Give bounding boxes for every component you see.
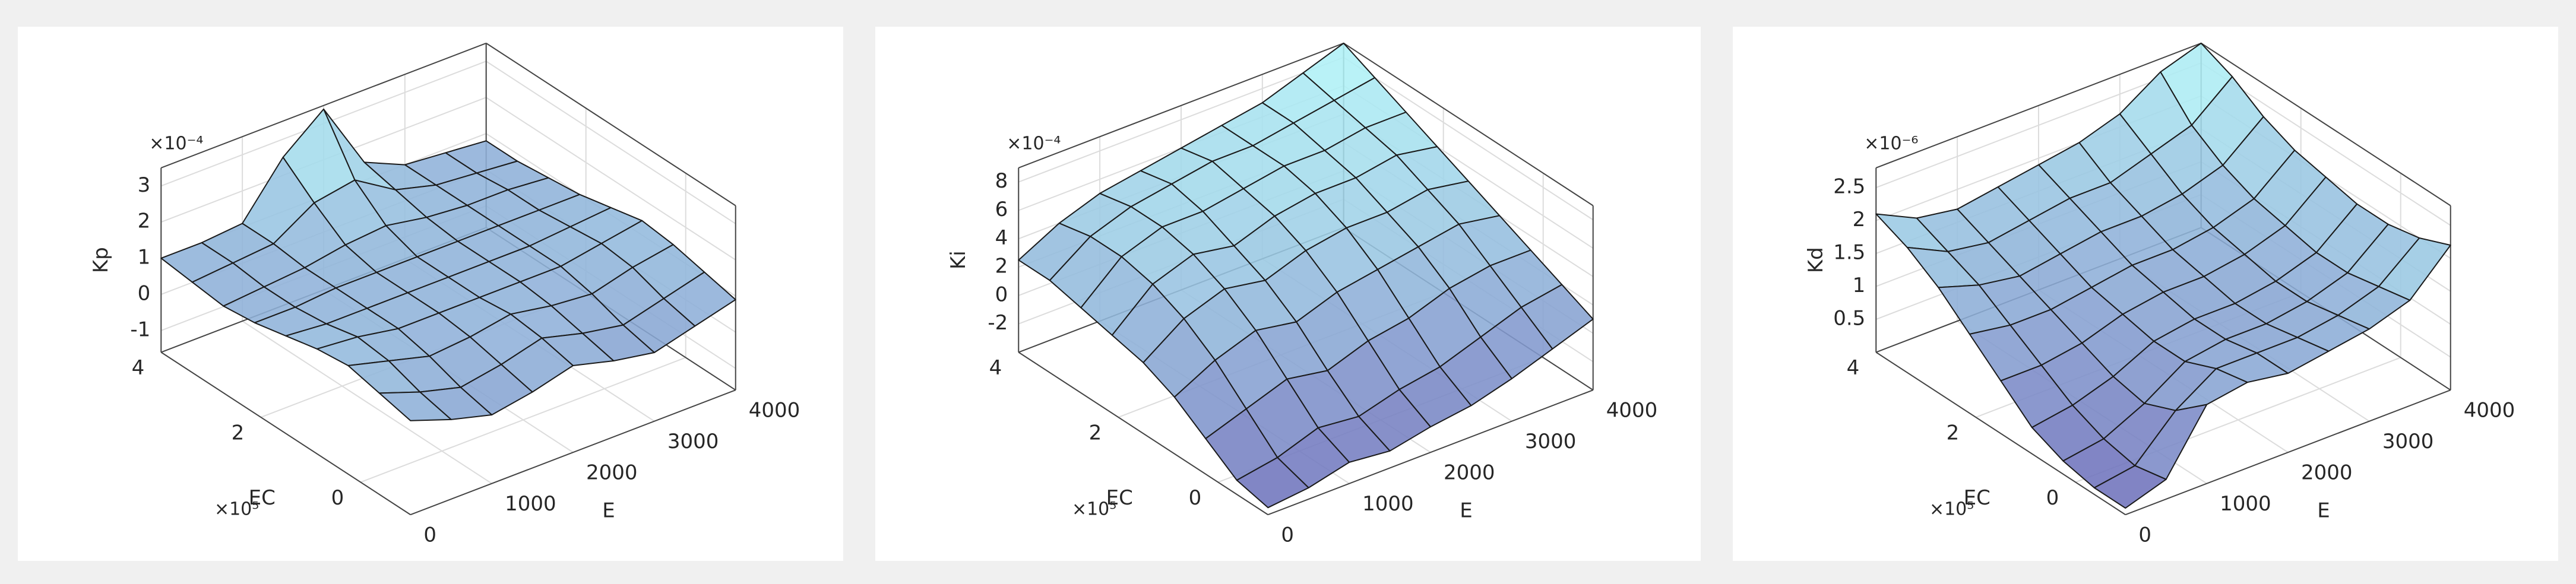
x-tick-label: 0 <box>2138 523 2151 547</box>
axis-edge <box>486 42 736 207</box>
z-tick-label: 3 <box>138 173 151 197</box>
grid-line <box>1018 56 1344 183</box>
axis-edge <box>2201 42 2451 207</box>
y-tick-label: 0 <box>331 486 344 510</box>
x-tick-label: 1000 <box>1362 492 1414 516</box>
y-multiplier: ×10⁵ <box>214 499 259 519</box>
z-axis-label: Ki <box>947 250 970 269</box>
axis-edge <box>2125 389 2451 516</box>
x-axis-label: E <box>602 499 615 523</box>
z-tick-label: 2.5 <box>1833 175 1865 199</box>
x-tick-label: 1000 <box>2220 492 2271 516</box>
x-tick-label: 3000 <box>1525 430 1577 453</box>
surface-chart: -2 0 2 4 6 8 0 2 4 0 1000 2000 3000 4000 E EC Ki ×10⁻⁴ ×10… <box>875 27 1701 561</box>
y-tick-label: 0 <box>2046 486 2059 510</box>
axis-edge <box>160 351 411 516</box>
grid-line <box>1875 62 2202 189</box>
x-tick-label: 4000 <box>749 399 800 423</box>
z-tick-label: 4 <box>995 226 1008 250</box>
z-multiplier: ×10⁻⁴ <box>149 133 203 154</box>
grid-line <box>242 320 492 484</box>
surface-chart: 0.5 1 1.5 2 2.5 0 2 4 0 1000 2000 3000 4000 E EC Kd ×10⁻… <box>1733 27 2558 561</box>
z-tick-label: 1 <box>138 246 151 269</box>
axis-edge <box>1018 42 1344 169</box>
y-tick-label: 2 <box>1947 421 1960 445</box>
x-tick-label: 3000 <box>2382 430 2434 453</box>
z-tick-label: 2 <box>995 255 1008 278</box>
axis-edge <box>1875 42 2202 169</box>
y-tick-label: 4 <box>1847 356 1860 380</box>
z-tick-label: 1.5 <box>1833 241 1865 265</box>
y-axis-label: EC <box>1106 486 1133 510</box>
axis-edge <box>1018 351 1268 516</box>
z-tick-label: 2 <box>1853 208 1866 231</box>
z-multiplier: ×10⁻⁶ <box>1864 133 1918 154</box>
y-tick-label: 4 <box>132 356 145 380</box>
z-tick-label: 0 <box>995 283 1008 306</box>
x-tick-label: 4000 <box>2464 399 2515 423</box>
z-tick-label: 0.5 <box>1833 307 1865 331</box>
x-tick-label: 3000 <box>667 430 719 453</box>
axis-edge <box>1875 351 2126 516</box>
grid-line <box>486 97 736 261</box>
z-tick-label: 2 <box>138 210 151 233</box>
z-tick-label: -2 <box>988 311 1008 335</box>
x-tick-label: 0 <box>423 523 436 547</box>
axis-edge <box>410 389 736 516</box>
z-tick-label: 1 <box>1853 274 1866 297</box>
y-axis-label: EC <box>1964 486 1990 510</box>
z-tick-label: 8 <box>995 169 1008 193</box>
x-tick-label: 2000 <box>1444 461 1495 485</box>
surface-patch <box>1236 456 1309 509</box>
z-axis-label: Kp <box>89 247 113 273</box>
y-tick-label: 0 <box>1189 486 1202 510</box>
y-tick-label: 2 <box>1089 421 1102 445</box>
x-tick-label: 0 <box>1281 523 1294 547</box>
z-multiplier: ×10⁻⁴ <box>1007 133 1061 154</box>
y-multiplier: ×10⁵ <box>1929 499 1974 519</box>
x-axis-label: E <box>2317 499 2330 523</box>
grid-line <box>1343 56 1594 221</box>
x-tick-label: 1000 <box>505 492 556 516</box>
x-tick-label: 4000 <box>1606 399 1658 423</box>
z-tick-label: 0 <box>138 282 151 306</box>
grid-line <box>360 357 686 483</box>
y-tick-label: 2 <box>232 421 245 445</box>
axis-edge <box>160 42 487 169</box>
surface-chart: -1 0 1 2 3 0 2 4 0 1000 2000 3000 4000 E EC Kp ×10⁻⁴ ×10⁵ <box>18 27 843 561</box>
z-axis-label: Kd <box>1804 247 1828 273</box>
y-axis-label: EC <box>249 486 276 510</box>
z-tick-label: -1 <box>130 318 150 341</box>
surface-patch <box>2093 465 2167 509</box>
y-multiplier: ×10⁵ <box>1072 499 1116 519</box>
x-tick-label: 2000 <box>586 461 638 485</box>
z-tick-label: 6 <box>995 198 1008 221</box>
x-tick-label: 2000 <box>2301 461 2353 485</box>
surface-patch <box>378 391 452 421</box>
x-axis-label: E <box>1460 499 1472 523</box>
axis-edge <box>1343 42 1594 207</box>
grid-line <box>486 61 736 224</box>
axis-edge <box>1267 389 1594 516</box>
y-tick-label: 4 <box>989 356 1002 380</box>
